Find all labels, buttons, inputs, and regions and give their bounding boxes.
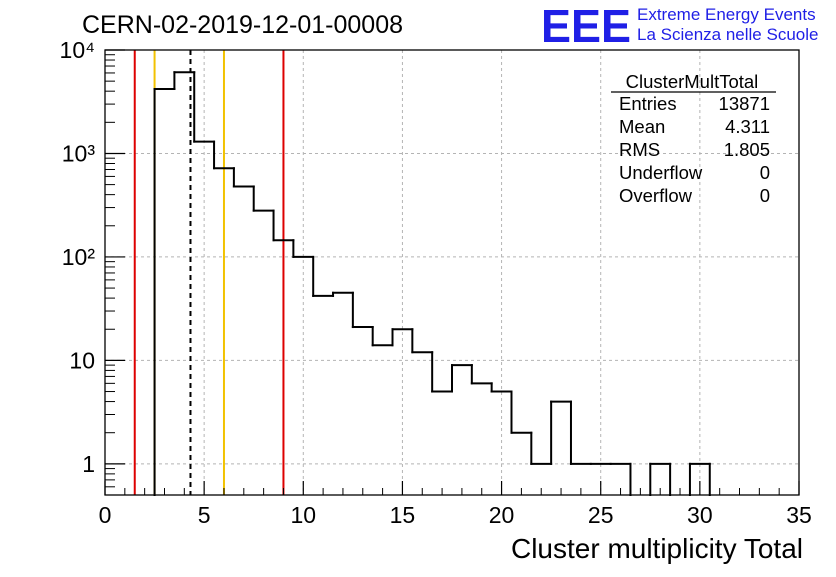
stats-box-title: ClusterMultTotal [626,71,759,92]
x-tick-label: 10 [290,502,316,528]
stats-mean-label: Mean [619,116,665,137]
chart-title: CERN-02-2019-12-01-00008 [82,11,403,39]
stats-box: ClusterMultTotal Entries 13871 Mean 4.31… [611,71,776,206]
y-tick-label: 10⁴ [60,37,95,63]
x-tick-label: 15 [390,502,416,528]
x-tick-label: 20 [489,502,515,528]
y-tick-label: 10 [69,347,95,373]
x-axis-title: Cluster multiplicity Total [511,533,803,564]
x-tick-label: 5 [198,502,211,528]
x-tick-label: 25 [588,502,614,528]
y-axis-ticks: 1 10 10² 10³ 10⁴ [60,37,125,488]
stats-overflow-label: Overflow [619,185,693,206]
marker-lines [133,50,285,495]
y-tick-label: 10³ [62,140,96,166]
x-tick-label: 30 [687,502,713,528]
stats-underflow-label: Underflow [619,162,703,183]
stats-rms-label: RMS [619,139,660,160]
plot-frame [104,49,800,496]
y-tick-label: 1 [82,451,95,477]
grid-lines [105,49,799,495]
y-tick-label: 10² [62,244,96,270]
stats-underflow-value: 0 [760,162,770,183]
logo-line-1: Extreme Energy Events [637,5,816,24]
histogram-series [153,71,711,496]
x-tick-label: 0 [99,502,112,528]
eee-logo: EEE Extreme Energy Events La Scienza nel… [541,0,818,52]
logo-line-2: La Scienza nelle Scuole [637,25,818,44]
logo-letters: EEE [541,0,631,52]
stats-rms-value: 1.805 [724,139,770,160]
stats-mean-value: 4.311 [725,116,770,137]
stats-entries-value: 13871 [719,93,770,114]
stats-entries-label: Entries [619,93,677,114]
x-tick-label: 35 [786,502,812,528]
stats-overflow-value: 0 [760,185,770,206]
x-axis-ticks: 0 5 10 15 20 25 30 35 [99,481,812,528]
